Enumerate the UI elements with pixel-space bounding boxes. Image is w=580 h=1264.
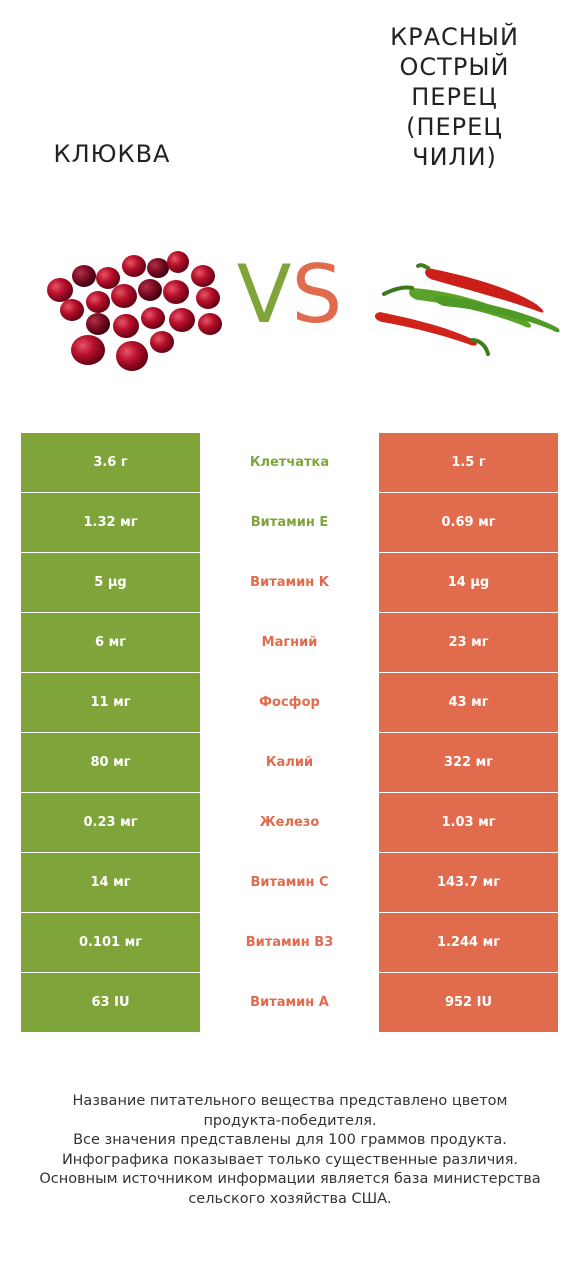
left-value-cell: 5 µg [21, 552, 200, 613]
table-row: 3.6 г Клетчатка 1.5 г [21, 433, 558, 493]
footnote-line: Основным источником информации является … [39, 1171, 541, 1187]
right-value-cell: 322 мг [379, 732, 558, 793]
footnote: Название питательного вещества представл… [20, 1092, 560, 1209]
cranberries-image [47, 251, 222, 371]
left-value-cell: 0.101 мг [21, 912, 200, 973]
comparison-table: 3.6 г Клетчатка 1.5 г 1.32 мг Витамин E … [21, 433, 558, 1033]
right-value-cell: 1.5 г [379, 433, 558, 493]
right-value-cell: 23 мг [379, 612, 558, 673]
table-row: 1.32 мг Витамин E 0.69 мг [21, 492, 558, 553]
right-value-cell: 14 µg [379, 552, 558, 613]
nutrient-name-cell: Витамин E [200, 492, 379, 553]
right-food-title: КРАСНЫЙ ОСТРЫЙ ПЕРЕЦ (ПЕРЕЦ ЧИЛИ) [372, 22, 537, 172]
nutrient-name-cell: Витамин B3 [200, 912, 379, 973]
footnote-line: сельского хозяйства США. [188, 1190, 392, 1207]
right-title-line: КРАСНЫЙ [390, 23, 519, 51]
left-value-cell: 3.6 г [21, 433, 200, 493]
right-title-line: (ПЕРЕЦ [406, 113, 503, 141]
vs-s-letter: S [291, 248, 343, 341]
table-row: 0.101 мг Витамин B3 1.244 мг [21, 912, 558, 973]
chili-peppers-image [374, 263, 560, 356]
table-row: 0.23 мг Железо 1.03 мг [21, 792, 558, 853]
nutrient-name-cell: Витамин K [200, 552, 379, 613]
nutrient-name-cell: Железо [200, 792, 379, 853]
left-value-cell: 6 мг [21, 612, 200, 673]
nutrient-name-cell: Витамин C [200, 852, 379, 913]
footnote-line: Название питательного вещества представл… [72, 1093, 508, 1109]
table-row: 6 мг Магний 23 мг [21, 612, 558, 673]
right-value-cell: 0.69 мг [379, 492, 558, 553]
left-food-title: КЛЮКВА [53, 140, 171, 168]
vs-label: VS [222, 245, 357, 345]
footnote-line: Все значения представлены для 100 граммо… [73, 1132, 507, 1148]
left-value-cell: 0.23 мг [21, 792, 200, 853]
right-value-cell: 43 мг [379, 672, 558, 733]
nutrient-name-cell: Фосфор [200, 672, 379, 733]
nutrient-name-cell: Калий [200, 732, 379, 793]
right-value-cell: 1.244 мг [379, 912, 558, 973]
nutrient-name-cell: Магний [200, 612, 379, 673]
table-row: 14 мг Витамин C 143.7 мг [21, 852, 558, 913]
vs-v-letter: V [236, 248, 292, 341]
nutrient-name-cell: Клетчатка [200, 433, 379, 493]
footnote-line: продукта-победителя. [203, 1112, 377, 1129]
nutrient-name-cell: Витамин A [200, 972, 379, 1033]
left-value-cell: 1.32 мг [21, 492, 200, 553]
left-value-cell: 14 мг [21, 852, 200, 913]
table-row: 11 мг Фосфор 43 мг [21, 672, 558, 733]
table-row: 80 мг Калий 322 мг [21, 732, 558, 793]
right-value-cell: 143.7 мг [379, 852, 558, 913]
right-title-line: ОСТРЫЙ [399, 53, 510, 81]
right-title-line: ЧИЛИ) [412, 143, 497, 171]
right-value-cell: 1.03 мг [379, 792, 558, 853]
table-row: 5 µg Витамин K 14 µg [21, 552, 558, 613]
table-row: 63 IU Витамин A 952 IU [21, 972, 558, 1033]
right-value-cell: 952 IU [379, 972, 558, 1033]
right-title-line: ПЕРЕЦ [411, 83, 498, 111]
left-value-cell: 80 мг [21, 732, 200, 793]
left-value-cell: 11 мг [21, 672, 200, 733]
left-value-cell: 63 IU [21, 972, 200, 1033]
footnote-line: Инфографика показывает только существенн… [61, 1151, 519, 1168]
